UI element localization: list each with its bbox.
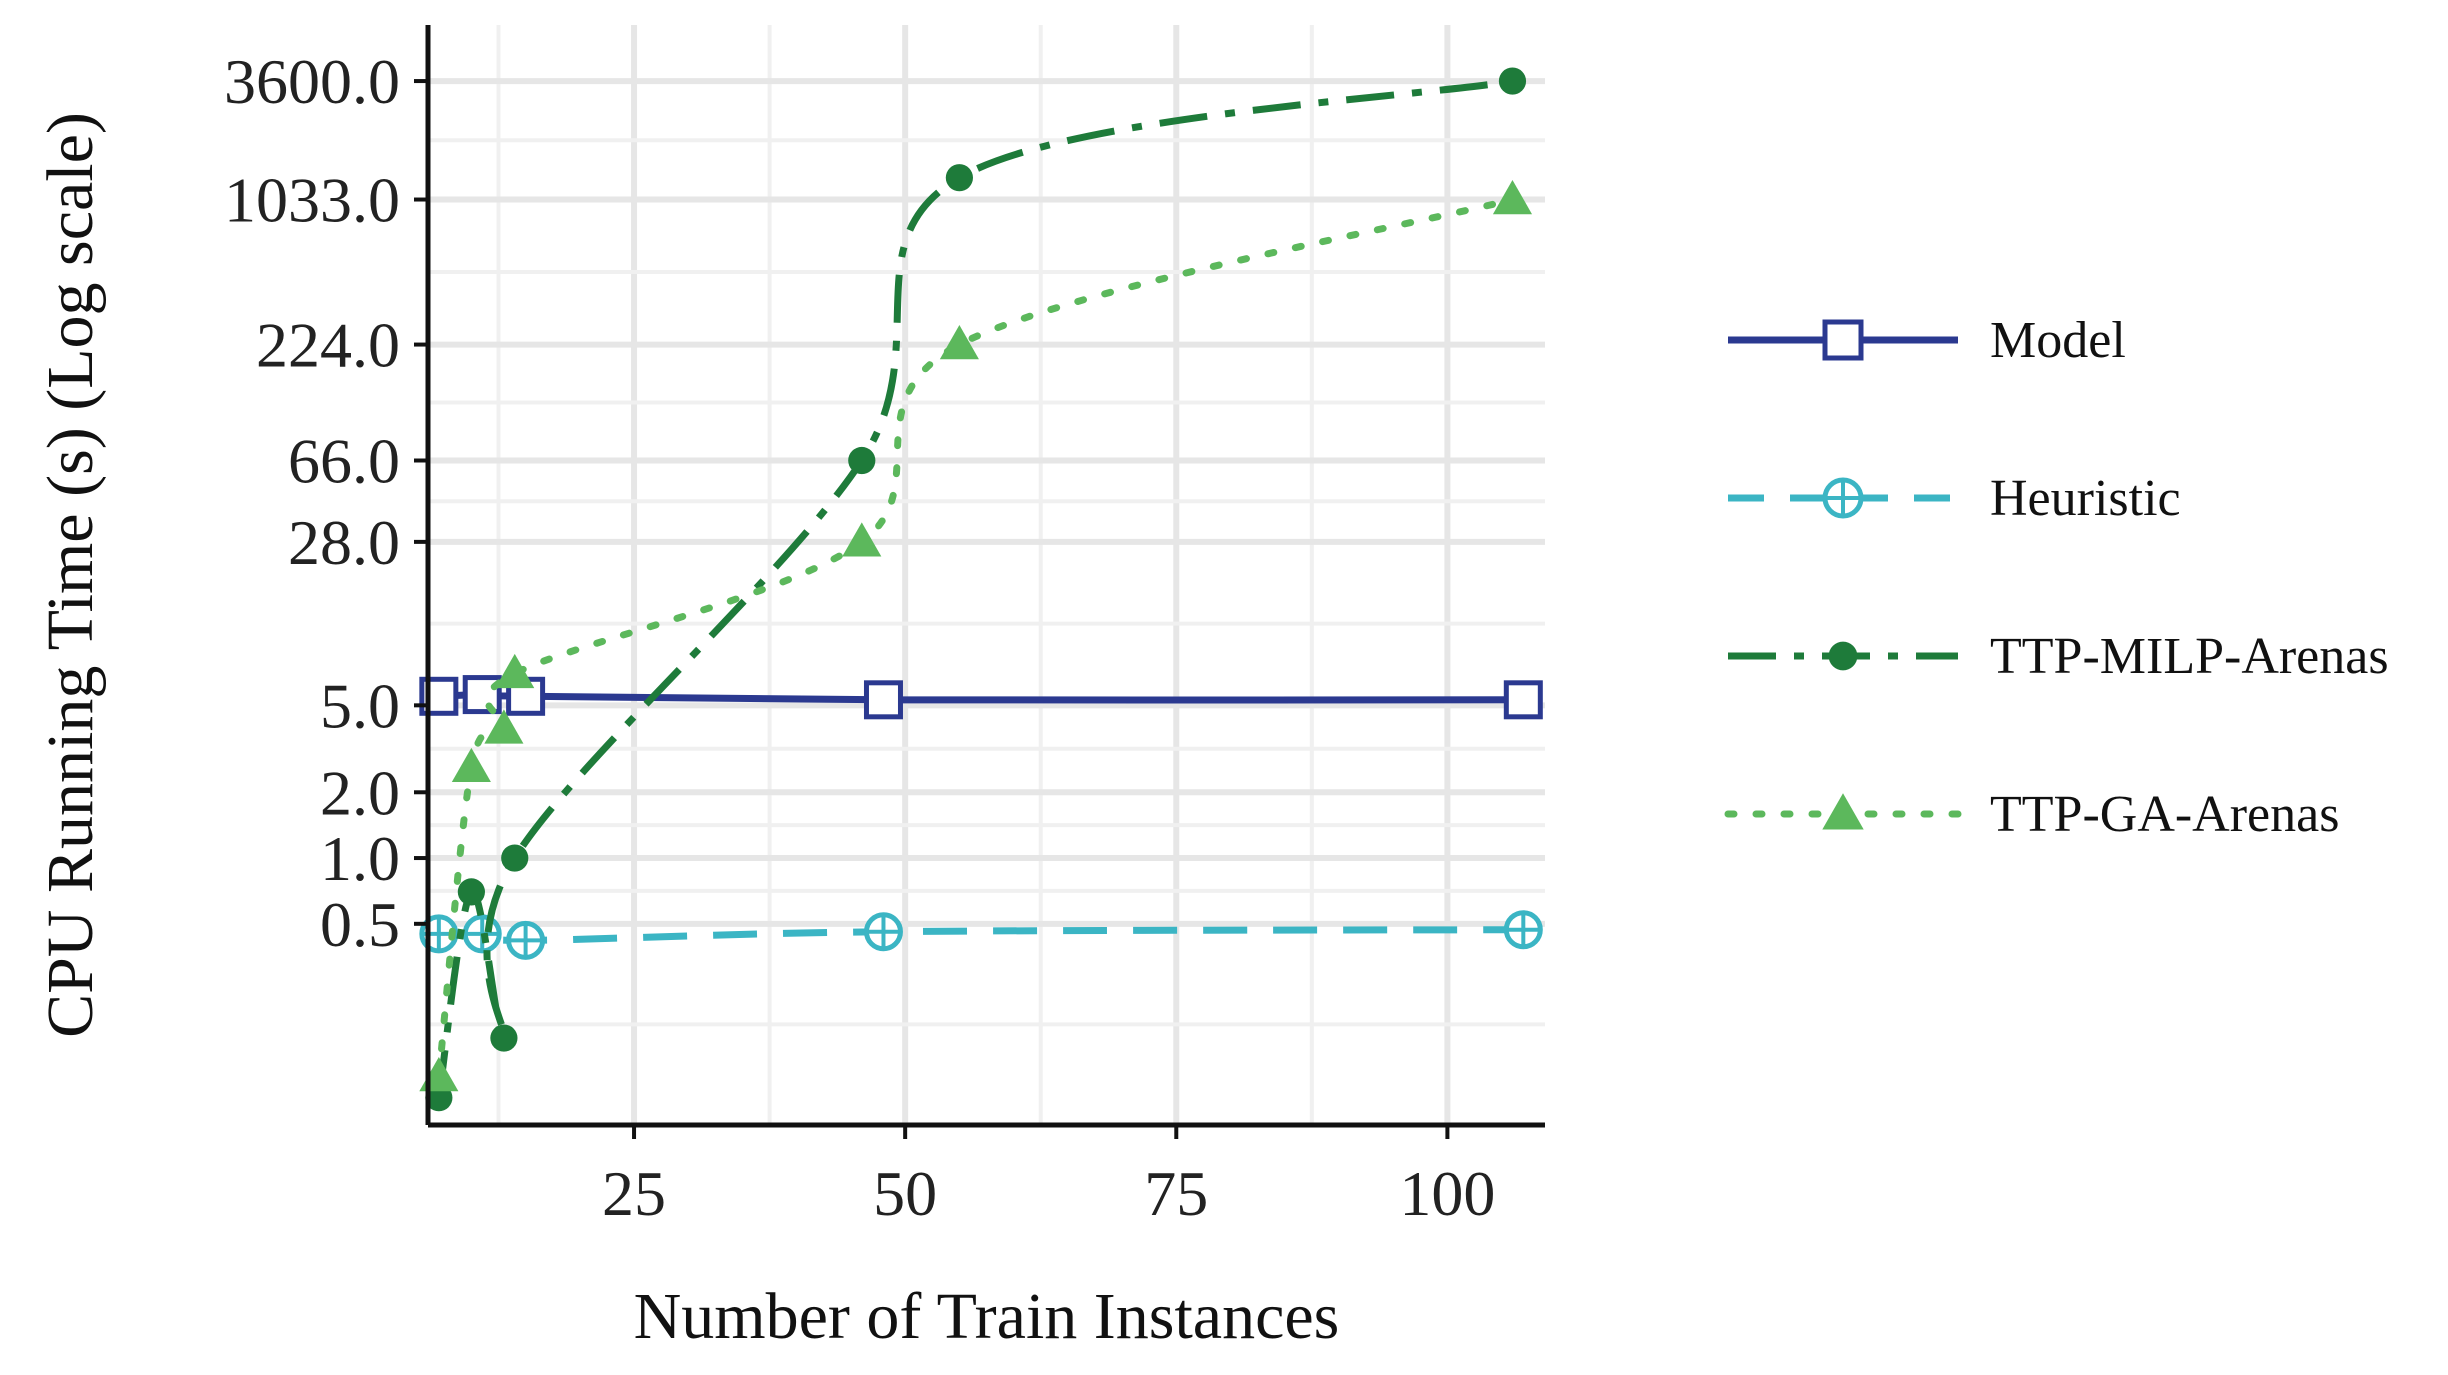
series-model <box>419 675 1543 720</box>
series-ttp-milp-arenas <box>425 67 1527 1112</box>
data-point <box>939 325 979 360</box>
series-heuristic <box>419 910 1543 960</box>
grid <box>428 25 1545 1125</box>
y-tick-label: 66.0 <box>288 426 400 497</box>
data-point <box>945 164 973 192</box>
x-axis-ticks: 25 50 75 100 <box>602 1125 1495 1229</box>
data-point <box>1503 910 1543 950</box>
legend-label: TTP-MILP-Arenas <box>1990 628 2389 685</box>
y-tick-label: 0.5 <box>320 889 400 960</box>
series-line <box>438 926 1524 944</box>
legend: Model Heuristic TTP-MILP-Arenas TTP-GA-Aren… <box>1724 312 2389 843</box>
y-tick-label: 1033.0 <box>224 165 400 236</box>
series-ttp-ga-arenas <box>419 179 1533 1092</box>
y-tick-label: 1.0 <box>320 823 400 894</box>
plot-area <box>419 67 1543 1112</box>
x-tick-label: 75 <box>1144 1158 1208 1229</box>
legend-label: Model <box>1990 312 2126 369</box>
y-axis-title: CPU Running Time (s) (Log scale) <box>34 112 107 1038</box>
y-tick-label: 2.0 <box>320 757 400 828</box>
data-point <box>1503 680 1543 720</box>
data-point <box>863 680 903 720</box>
data-point <box>451 747 491 783</box>
data-point <box>484 709 524 744</box>
y-axis-ticks: 0.51.02.0 5.0 28.0 66.0 224.0 1033.0 3600.0 <box>224 46 428 960</box>
x-axis-title: Number of Train Instances <box>634 1280 1340 1353</box>
data-point <box>863 912 903 952</box>
data-point <box>501 844 529 872</box>
y-tick-label: 28.0 <box>288 507 400 578</box>
y-tick-label: 224.0 <box>256 310 400 381</box>
data-point <box>1492 179 1533 215</box>
legend-label: Heuristic <box>1990 470 2181 527</box>
x-tick-label: 100 <box>1399 1158 1495 1229</box>
data-point <box>419 1056 459 1092</box>
legend-item: Heuristic <box>1728 470 2181 527</box>
data-point <box>848 446 876 475</box>
legend-marker <box>1822 793 1864 830</box>
data-point <box>506 920 546 960</box>
data-point <box>490 1024 518 1052</box>
legend-item: TTP-MILP-Arenas <box>1728 628 2389 685</box>
y-tick-label: 3600.0 <box>224 46 400 117</box>
x-tick-label: 25 <box>602 1158 666 1229</box>
data-point <box>1498 67 1527 95</box>
legend-item: TTP-GA-Arenas <box>1724 786 2339 843</box>
legend-item: Model <box>1728 312 2126 369</box>
legend-marker <box>1828 641 1858 671</box>
y-tick-label: 5.0 <box>320 670 400 741</box>
legend-label: TTP-GA-Arenas <box>1990 786 2339 843</box>
legend-marker <box>1822 477 1864 519</box>
data-point <box>842 522 882 557</box>
series-line <box>438 691 1524 704</box>
x-tick-label: 50 <box>873 1158 937 1229</box>
legend-marker <box>1822 319 1864 361</box>
series-line <box>435 196 1516 1081</box>
data-point <box>495 653 535 689</box>
data-point <box>457 878 485 906</box>
